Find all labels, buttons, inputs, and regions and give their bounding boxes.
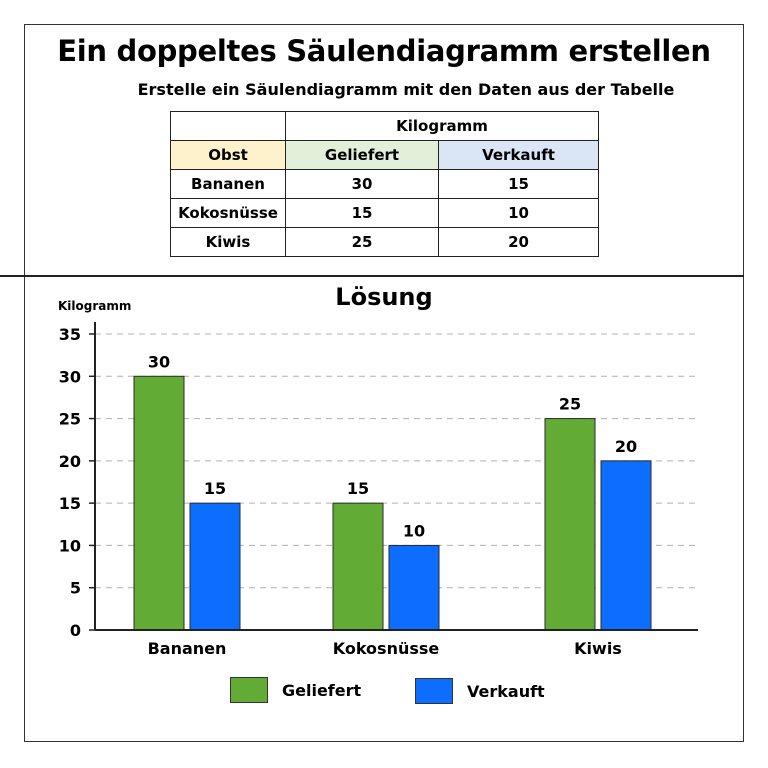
y-tick-label: 25 [59, 410, 81, 429]
table-header-geliefert: Geliefert [285, 140, 439, 170]
table-header-row: Obst Geliefert Verkauft [170, 140, 599, 170]
data-label: 25 [559, 395, 581, 414]
table-cell-fruit: Kokosnüsse [170, 198, 286, 228]
table-row: Kiwis 25 20 [170, 227, 599, 257]
y-tick-label: 30 [59, 367, 81, 386]
table-cell-fruit: Bananen [170, 169, 286, 199]
bar-verkauft [189, 502, 241, 631]
page-title: Ein doppeltes Säulendiagramm erstellen [57, 34, 711, 68]
table-cell-verkauft: 10 [438, 198, 599, 228]
legend-item-geliefert: Geliefert [230, 677, 361, 703]
y-tick-label: 20 [59, 452, 81, 471]
bar-verkauft [600, 460, 652, 631]
y-tick-label: 35 [59, 325, 81, 344]
y-tick-label: 10 [59, 536, 81, 555]
bar-geliefert [544, 418, 596, 631]
data-label: 15 [347, 479, 369, 498]
worksheet-frame [24, 24, 744, 742]
table-cell-geliefert: 25 [285, 227, 439, 257]
y-tick-label: 5 [70, 579, 81, 598]
data-label: 20 [615, 437, 637, 456]
data-label: 10 [403, 521, 425, 540]
solution-title: Lösung [335, 283, 433, 311]
y-tick-label: 0 [70, 621, 81, 640]
y-axis-label: Kilogramm [58, 299, 132, 313]
bars [133, 375, 652, 631]
table-cell-verkauft: 20 [438, 227, 599, 257]
bar-geliefert [133, 375, 185, 631]
chart-labels: 0 5 10 15 20 25 30 35 30 15 Bananen 15 10 Kokosnüsse 2… [59, 325, 637, 658]
table-header-obst: Obst [170, 140, 286, 170]
page-subtitle: Erstelle ein Säulendiagramm mit den Date… [137, 80, 675, 99]
x-tick-label: Bananen [148, 639, 227, 658]
data-table: Kilogramm Obst Geliefert Verkauft Banane… [170, 111, 599, 257]
legend-label-geliefert: Geliefert [282, 680, 362, 700]
table-cell-geliefert: 30 [285, 169, 439, 199]
x-tick-label: Kiwis [574, 639, 622, 658]
table-cell-fruit: Kiwis [170, 227, 286, 257]
legend-label-verkauft: Verkauft [467, 681, 545, 701]
x-tick-label: Kokosnüsse [333, 639, 440, 658]
y-tick-label: 15 [59, 494, 81, 513]
bar-verkauft [388, 544, 440, 631]
table-row: Bananen 30 15 [170, 169, 599, 199]
legend-swatch-verkauft [415, 678, 453, 704]
table-empty-cell [170, 111, 286, 141]
legend-swatch-geliefert [230, 677, 268, 703]
data-label: 15 [204, 479, 226, 498]
section-divider [0, 275, 744, 277]
table-header-verkauft: Verkauft [438, 140, 599, 170]
axes [89, 322, 698, 631]
bar-geliefert [332, 502, 384, 631]
data-label: 30 [148, 352, 170, 371]
legend-item-verkauft: Verkauft [415, 678, 545, 704]
